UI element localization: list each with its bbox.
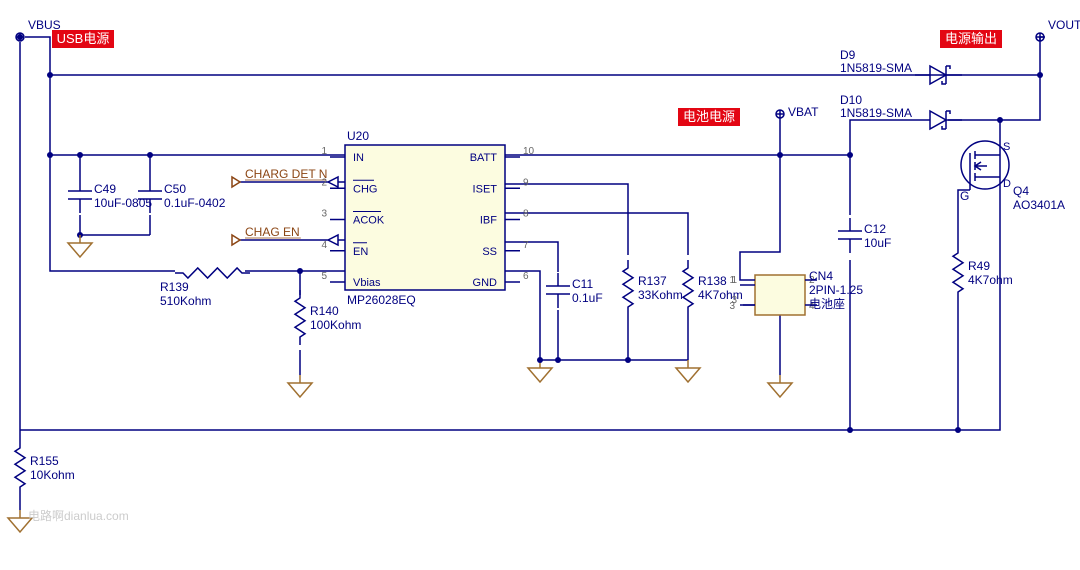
svg-text:10: 10 bbox=[523, 146, 535, 157]
svg-text:0.1uF: 0.1uF bbox=[572, 291, 603, 305]
svg-text:Vbias: Vbias bbox=[353, 277, 381, 289]
svg-text:7: 7 bbox=[523, 240, 529, 251]
svg-text:ACOK: ACOK bbox=[353, 215, 385, 227]
svg-text:ISET: ISET bbox=[473, 183, 498, 195]
svg-text:G: G bbox=[960, 189, 969, 203]
svg-text:SS: SS bbox=[482, 246, 497, 258]
svg-text:4K7ohm: 4K7ohm bbox=[968, 273, 1013, 287]
svg-text:BATT: BATT bbox=[470, 152, 498, 164]
svg-text:电池电源: 电池电源 bbox=[683, 109, 735, 124]
svg-text:1N5819-SMA: 1N5819-SMA bbox=[840, 61, 912, 75]
svg-text:6: 6 bbox=[523, 271, 529, 282]
svg-text:S: S bbox=[1003, 141, 1010, 153]
svg-text:电路啊dianlua.com: 电路啊dianlua.com bbox=[28, 508, 129, 523]
svg-text:2: 2 bbox=[321, 177, 327, 188]
svg-text:100Kohm: 100Kohm bbox=[310, 318, 361, 332]
svg-text:GND: GND bbox=[473, 277, 498, 289]
svg-text:VBAT: VBAT bbox=[788, 105, 819, 119]
svg-text:510Kohm: 510Kohm bbox=[160, 294, 211, 308]
svg-text:CHG: CHG bbox=[353, 183, 377, 195]
svg-text:电池座: 电池座 bbox=[809, 296, 845, 311]
svg-text:1: 1 bbox=[729, 275, 735, 286]
svg-text:IN: IN bbox=[353, 152, 364, 164]
svg-text:VOUT: VOUT bbox=[1048, 18, 1080, 32]
svg-text:MP26028EQ: MP26028EQ bbox=[347, 293, 416, 307]
svg-text:R138: R138 bbox=[698, 274, 727, 288]
svg-text:R137: R137 bbox=[638, 274, 667, 288]
svg-text:D10: D10 bbox=[840, 93, 862, 107]
svg-text:9: 9 bbox=[523, 177, 529, 188]
svg-text:4: 4 bbox=[321, 240, 327, 251]
svg-text:USB电源: USB电源 bbox=[57, 31, 110, 46]
svg-text:10uF: 10uF bbox=[864, 236, 891, 250]
svg-text:C11: C11 bbox=[572, 277, 593, 291]
svg-text:CHAG EN: CHAG EN bbox=[245, 225, 300, 239]
svg-text:D9: D9 bbox=[840, 48, 856, 62]
svg-text:C50: C50 bbox=[164, 182, 186, 196]
svg-text:D: D bbox=[1003, 178, 1011, 190]
svg-text:3: 3 bbox=[321, 209, 327, 220]
svg-text:C12: C12 bbox=[864, 222, 886, 236]
svg-text:2PIN-1.25: 2PIN-1.25 bbox=[809, 283, 863, 297]
svg-text:10uF-0805: 10uF-0805 bbox=[94, 196, 152, 210]
svg-text:R155: R155 bbox=[30, 454, 59, 468]
svg-text:VBUS: VBUS bbox=[28, 18, 61, 32]
svg-text:3: 3 bbox=[729, 301, 735, 312]
svg-text:C49: C49 bbox=[94, 182, 116, 196]
svg-text:10Kohm: 10Kohm bbox=[30, 468, 75, 482]
svg-text:8: 8 bbox=[523, 209, 529, 220]
svg-text:电源输出: 电源输出 bbox=[945, 31, 997, 46]
svg-text:1: 1 bbox=[321, 146, 327, 157]
svg-text:1N5819-SMA: 1N5819-SMA bbox=[840, 106, 912, 120]
svg-text:AO3401A: AO3401A bbox=[1013, 198, 1065, 212]
svg-text:CN4: CN4 bbox=[809, 269, 833, 283]
svg-text:R140: R140 bbox=[310, 304, 339, 318]
svg-text:CHARG DET N: CHARG DET N bbox=[245, 167, 327, 181]
svg-text:U20: U20 bbox=[347, 129, 369, 143]
svg-text:EN: EN bbox=[353, 246, 368, 258]
svg-text:33Kohm: 33Kohm bbox=[638, 288, 683, 302]
svg-text:Q4: Q4 bbox=[1013, 184, 1029, 198]
svg-text:R139: R139 bbox=[160, 280, 189, 294]
svg-text:R49: R49 bbox=[968, 259, 990, 273]
svg-text:5: 5 bbox=[321, 271, 327, 282]
svg-text:0.1uF-0402: 0.1uF-0402 bbox=[164, 196, 226, 210]
svg-text:IBF: IBF bbox=[480, 215, 497, 227]
